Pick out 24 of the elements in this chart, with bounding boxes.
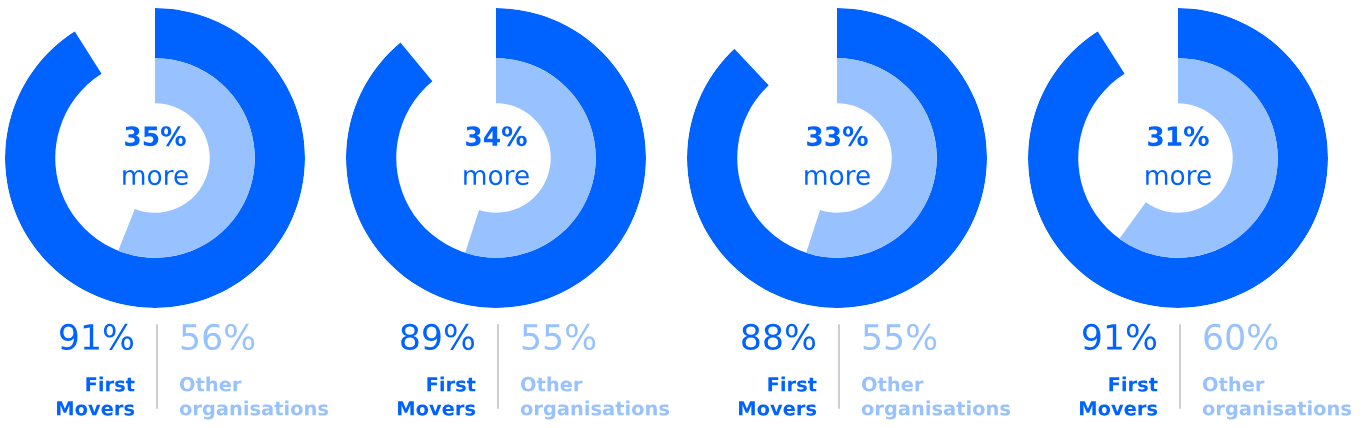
data-label: 56% [181,323,255,351]
text: 33% [807,126,868,147]
category-label: Other organisations [1202,376,1351,420]
data-label: 55% [522,323,596,351]
data-label: 60% [1204,323,1278,351]
text: more [464,170,529,186]
text: more [123,170,188,186]
category-label: Other organisations [861,376,1010,420]
data-label: 89% [401,323,475,351]
text: 31% [1148,126,1209,147]
category-label: Other organisations [179,376,328,420]
data-label: 55% [863,323,937,351]
text: 35% [125,126,186,147]
category-label: First Movers [398,376,476,416]
category-label: First Movers [739,376,817,416]
data-label: 91% [60,323,134,351]
text: more [805,170,870,186]
category-label: First Movers [1080,376,1158,416]
category-label: Other organisations [520,376,669,420]
data-label: 88% [742,323,816,351]
data-label: 91% [1083,323,1157,351]
category-label: First Movers [57,376,135,416]
text: more [1146,170,1211,186]
text: 34% [466,126,527,147]
